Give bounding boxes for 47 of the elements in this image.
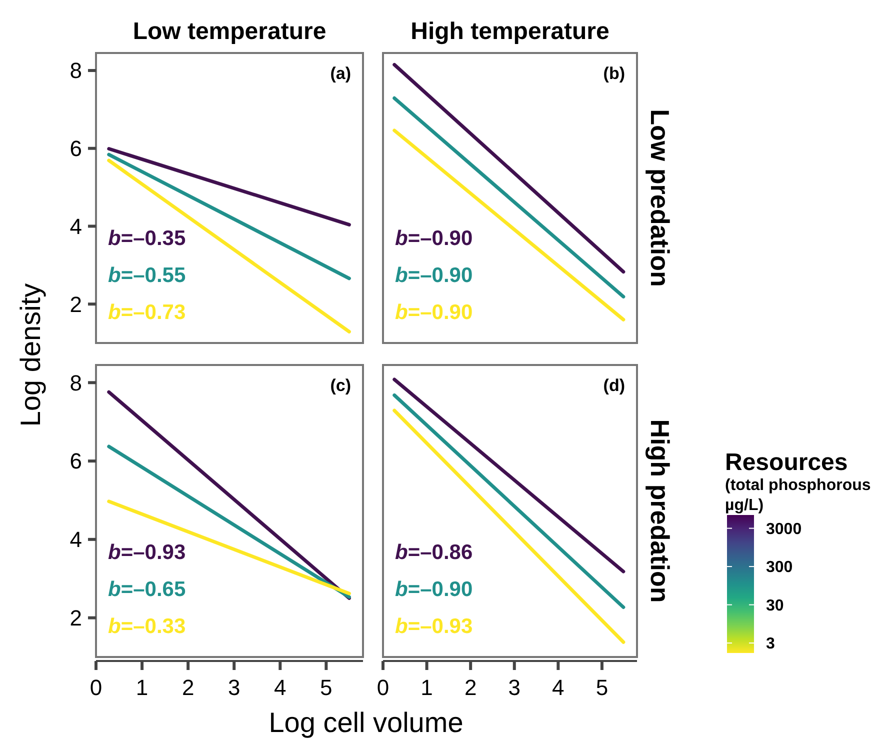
annotation: b=–0.90 xyxy=(395,264,473,287)
annotation: (c) xyxy=(330,376,351,395)
x-tick-label: 3 xyxy=(228,675,240,700)
x-tick-label: 3 xyxy=(508,675,521,700)
y-tick-label: 2 xyxy=(70,606,82,631)
chart-title: High temperature xyxy=(410,18,610,45)
y-axis-title: Log density xyxy=(15,283,46,427)
annotation: b=–0.65 xyxy=(108,578,186,601)
text: High predation xyxy=(645,419,675,603)
x-axis-title: Log cell volume xyxy=(268,707,464,738)
x-tick-label: 4 xyxy=(552,675,564,700)
annotation: b=–0.33 xyxy=(108,615,186,638)
text: 3000 xyxy=(766,520,802,538)
text: 3 xyxy=(766,636,775,653)
color-bar-title: Resources (total phosphorous µg/L) xyxy=(725,449,871,514)
annotation: b=–0.86 xyxy=(395,541,473,564)
annotation: (d) xyxy=(603,376,625,395)
x-tick-label: 0 xyxy=(90,675,102,700)
x-tick-label: 2 xyxy=(464,675,477,700)
annotation: (b) xyxy=(603,64,625,83)
annotation: b=–0.35 xyxy=(108,227,186,250)
y-tick-label: 4 xyxy=(70,214,82,239)
annotation: (a) xyxy=(330,64,351,83)
y-tick-label: 2 xyxy=(70,292,82,317)
y-tick-label: 6 xyxy=(70,448,82,474)
annotation: b=–0.90 xyxy=(395,578,473,601)
annotation: b=–0.73 xyxy=(108,301,186,324)
y-tick-label: 8 xyxy=(70,370,82,396)
chart-title: Low temperature xyxy=(132,18,326,45)
x-tick-label: 2 xyxy=(182,675,194,700)
x-tick-label: 1 xyxy=(136,675,148,700)
y-tick-label: 8 xyxy=(70,58,82,84)
y-tick-label: 6 xyxy=(70,136,82,162)
annotation: b=–0.93 xyxy=(395,615,473,638)
annotation: b=–0.93 xyxy=(108,541,186,564)
annotation: b=–0.55 xyxy=(108,264,186,287)
y-tick-label: 4 xyxy=(70,527,82,552)
text: 30 xyxy=(766,597,784,614)
x-tick-label: 5 xyxy=(596,675,608,700)
text: 300 xyxy=(766,559,793,576)
x-tick-label: 5 xyxy=(320,675,332,700)
annotation: b=–0.90 xyxy=(395,301,473,324)
x-tick-label: 4 xyxy=(274,675,286,700)
text: Low predation xyxy=(645,109,675,287)
x-tick-label: 0 xyxy=(376,675,390,700)
annotation: b=–0.90 xyxy=(395,227,473,250)
x-tick-label: 1 xyxy=(420,675,433,700)
